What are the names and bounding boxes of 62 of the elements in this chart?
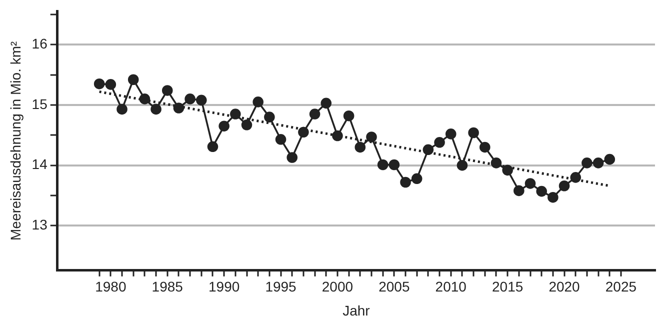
point	[479, 142, 490, 153]
point	[150, 104, 162, 115]
point	[400, 176, 411, 188]
point	[207, 141, 218, 152]
point	[502, 164, 513, 176]
point	[592, 158, 604, 168]
point	[548, 192, 558, 203]
point	[468, 127, 479, 138]
point	[320, 98, 332, 109]
point	[422, 144, 434, 156]
point	[94, 78, 105, 90]
y-tick-label: 16	[32, 35, 48, 52]
x-tick-label: 2015	[492, 278, 524, 295]
point	[604, 154, 616, 165]
point	[411, 173, 422, 184]
point	[309, 108, 320, 120]
point	[298, 126, 309, 138]
point	[286, 152, 298, 163]
point	[366, 132, 377, 142]
x-tick-label: 2025	[605, 278, 637, 295]
x-tick-label: 1985	[152, 278, 184, 295]
point	[570, 172, 582, 183]
point	[456, 160, 468, 171]
x-tick-label: 1990	[208, 278, 240, 295]
point	[524, 178, 536, 189]
point	[139, 94, 150, 104]
y-tick-label: 15	[32, 96, 48, 112]
y-axis-title: Meereisausdehnung in Mio. km²	[7, 40, 24, 241]
point	[514, 185, 524, 196]
x-axis-title: Jahr	[342, 302, 370, 318]
point	[490, 158, 502, 168]
point	[252, 96, 264, 108]
x-tick-label: 2010	[435, 278, 467, 295]
x-tick-label: 1980	[95, 278, 126, 295]
y-tick-label: 13	[32, 216, 48, 233]
y-tick-label: 14	[32, 156, 48, 172]
point	[445, 128, 456, 140]
point	[162, 85, 173, 96]
point	[218, 120, 230, 132]
point	[332, 130, 343, 142]
point	[434, 137, 445, 148]
point	[377, 159, 388, 170]
point	[184, 94, 196, 104]
x-tick-label: 2000	[322, 278, 354, 295]
point	[558, 180, 570, 192]
point	[105, 79, 116, 90]
point	[230, 108, 241, 120]
point	[343, 110, 354, 122]
point	[582, 158, 592, 168]
x-tick-label: 1995	[265, 278, 297, 295]
point	[116, 104, 128, 115]
point	[128, 74, 139, 86]
point	[196, 94, 207, 106]
x-tick-label: 2020	[548, 278, 580, 295]
point	[241, 120, 252, 130]
x-tick-label: 2005	[378, 278, 410, 295]
point	[388, 159, 400, 170]
point	[275, 134, 286, 145]
point	[536, 186, 547, 197]
point	[264, 112, 275, 122]
point	[173, 102, 184, 114]
point	[354, 142, 366, 153]
